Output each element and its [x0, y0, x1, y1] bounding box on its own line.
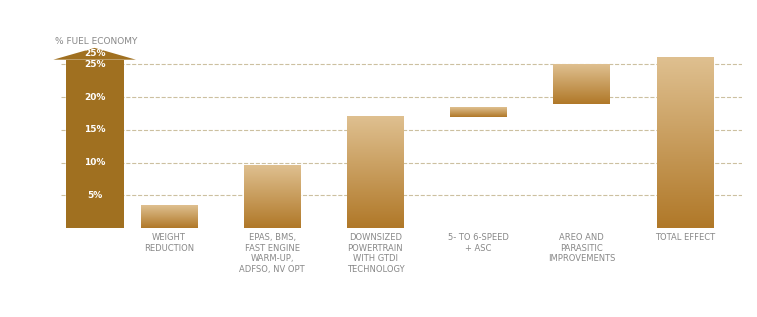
Text: 25%: 25% — [84, 49, 105, 58]
Text: 25%: 25% — [84, 60, 105, 69]
Text: 5%: 5% — [87, 191, 102, 200]
Text: DOWNSIZED
POWERTRAIN
WITH GTDI
TECHNOLOGY: DOWNSIZED POWERTRAIN WITH GTDI TECHNOLOG… — [347, 234, 404, 274]
Text: 5- TO 6-SPEED
+ ASC: 5- TO 6-SPEED + ASC — [448, 234, 509, 253]
Text: % FUEL ECONOMY: % FUEL ECONOMY — [55, 37, 138, 46]
Bar — [66, 60, 123, 228]
Text: 20%: 20% — [84, 93, 105, 101]
Polygon shape — [53, 48, 136, 60]
Text: WEIGHT
REDUCTION: WEIGHT REDUCTION — [144, 234, 194, 253]
Text: TOTAL EFFECT: TOTAL EFFECT — [655, 234, 715, 243]
Text: EPAS, BMS,
FAST ENGINE
WARM-UP,
ADFSO, NV OPT: EPAS, BMS, FAST ENGINE WARM-UP, ADFSO, N… — [239, 234, 305, 274]
Text: AREO AND
PARASITIC
IMPROVEMENTS: AREO AND PARASITIC IMPROVEMENTS — [548, 234, 615, 263]
Text: 10%: 10% — [84, 158, 105, 167]
Text: 15%: 15% — [84, 125, 105, 134]
